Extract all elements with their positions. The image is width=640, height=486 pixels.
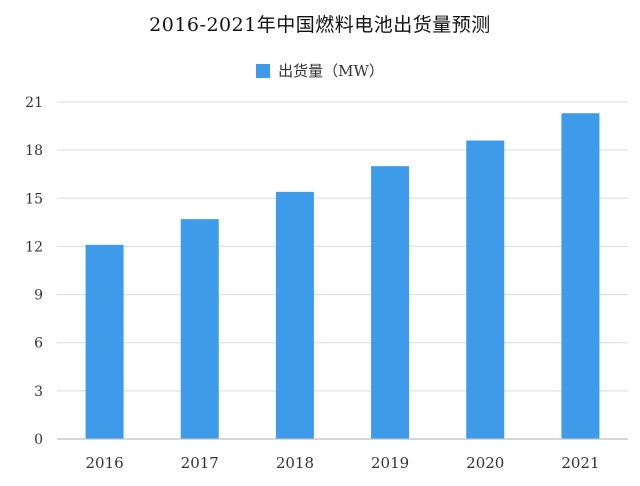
x-tick-label: 2021 bbox=[561, 454, 599, 472]
y-tick-label: 6 bbox=[34, 336, 43, 352]
bar-2018 bbox=[275, 191, 314, 439]
bar-2021 bbox=[561, 113, 600, 439]
y-tick-label: 15 bbox=[25, 191, 43, 207]
y-tick-label: 9 bbox=[34, 288, 43, 304]
x-tick-label: 2017 bbox=[181, 454, 219, 472]
legend-label: 出货量（MW） bbox=[278, 62, 384, 80]
legend-swatch bbox=[256, 63, 271, 78]
tick-labels: 0 3 6 9 12 15 18 21 2016 2017 2018 2019 2020 2021 bbox=[25, 95, 599, 472]
grid-lines bbox=[57, 101, 628, 392]
bar-2019 bbox=[371, 166, 410, 439]
legend: 出货量（MW） bbox=[0, 60, 640, 81]
x-tick-label: 2016 bbox=[85, 454, 123, 472]
y-tick-label: 12 bbox=[25, 239, 43, 255]
y-tick-label: 3 bbox=[34, 384, 43, 400]
x-tick-label: 2020 bbox=[466, 454, 504, 472]
bars bbox=[85, 113, 600, 439]
y-tick-label: 18 bbox=[25, 143, 43, 159]
x-tick-label: 2019 bbox=[371, 454, 409, 472]
bar-2016 bbox=[85, 244, 124, 439]
bar-2020 bbox=[466, 140, 505, 439]
bar-2017 bbox=[180, 219, 219, 439]
chart-title: 2016-2021年中国燃料电池出货量预测 bbox=[149, 14, 491, 36]
x-tick-label: 2018 bbox=[276, 454, 314, 472]
y-tick-label: 21 bbox=[25, 95, 43, 111]
y-tick-label: 0 bbox=[34, 432, 43, 448]
